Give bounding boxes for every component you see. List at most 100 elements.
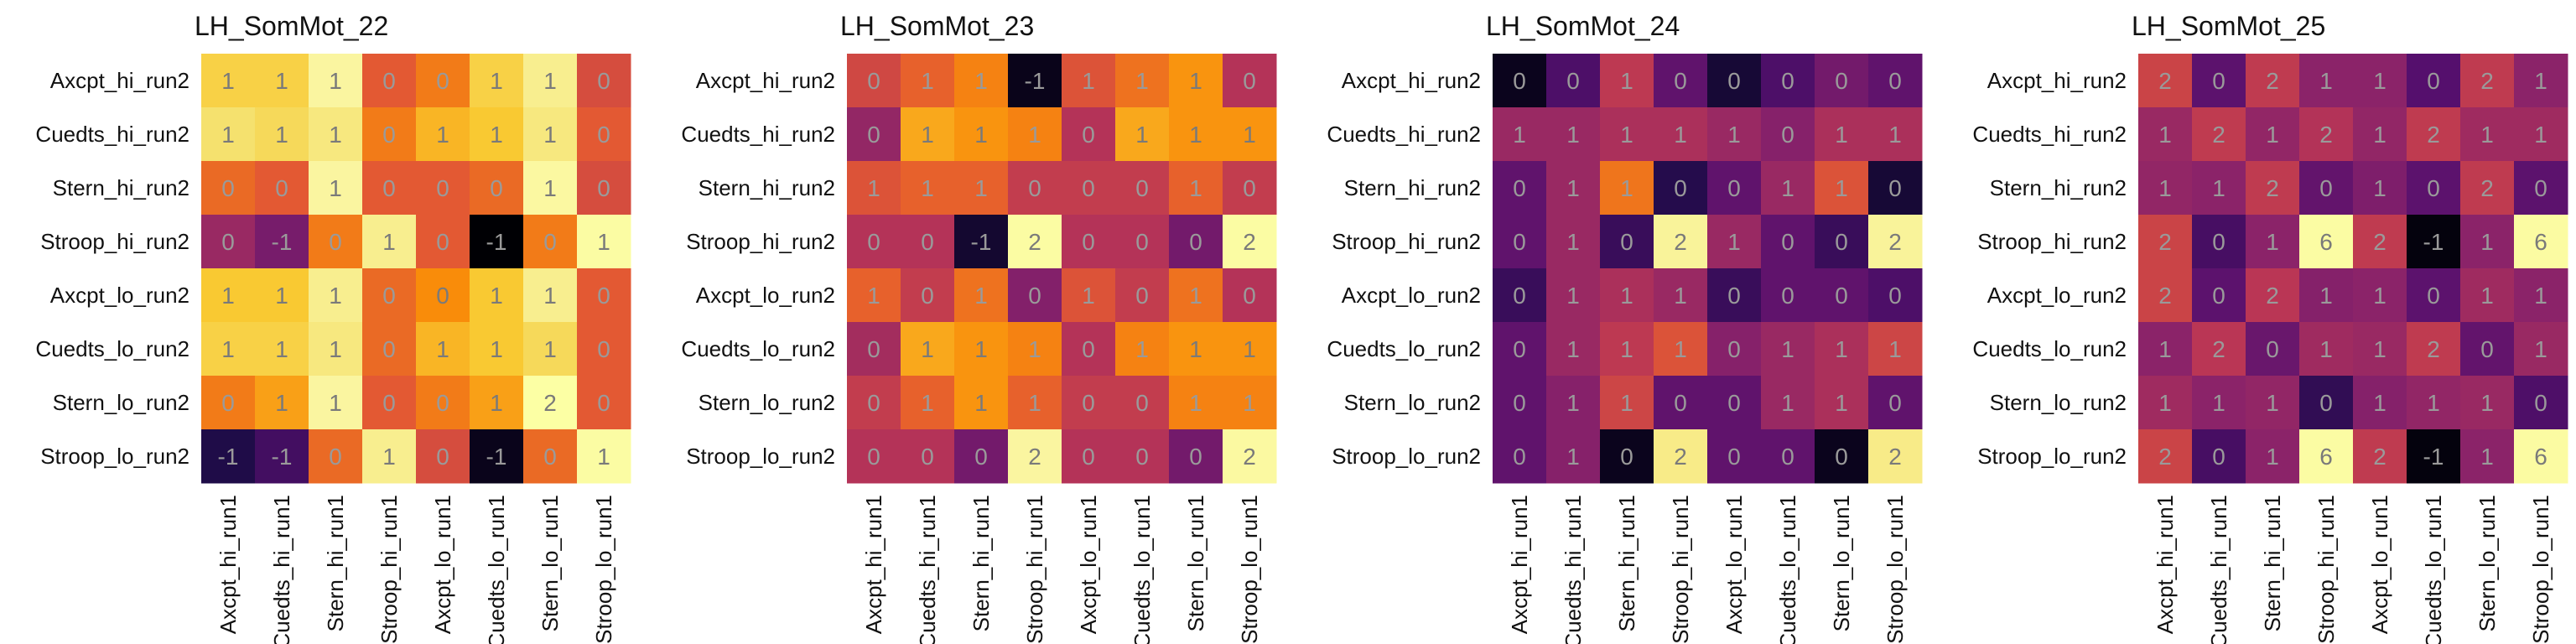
- heatmap-cell: [1868, 268, 1923, 323]
- heatmap-cell: [577, 215, 631, 269]
- heatmap-cell: [1868, 322, 1923, 377]
- heatmap-cell: [2138, 54, 2193, 108]
- cell-label: 0: [1727, 175, 1741, 201]
- cell-label: 1: [974, 336, 988, 362]
- heatmap-cell: [1654, 429, 1708, 484]
- heatmap-cell: [309, 161, 363, 216]
- cell-label: 1: [275, 283, 288, 309]
- panel-title: LH_SomMot_23: [840, 11, 1034, 41]
- col-label: Axcpt_hi_run1: [2153, 495, 2178, 634]
- heatmap-cell: [577, 322, 631, 377]
- cell-label: 1: [1189, 68, 1202, 94]
- cell-label: 0: [329, 444, 342, 470]
- cell-label: 0: [2534, 390, 2547, 416]
- cell-label: 0: [221, 175, 235, 201]
- cell-label: 1: [382, 444, 396, 470]
- cell-label: 1: [1620, 390, 1633, 416]
- heatmap-cell: [954, 215, 1009, 269]
- row-label: Axcpt_lo_run2: [1987, 283, 2127, 308]
- cell-label: 1: [1620, 336, 1633, 362]
- cell-label: 0: [1189, 229, 1202, 255]
- cell-label: 2: [1674, 229, 1687, 255]
- heatmap-cell: [470, 268, 524, 323]
- cell-label: 1: [2480, 390, 2494, 416]
- heatmap-cell: [1493, 376, 1547, 430]
- heatmap-cell: [1008, 268, 1062, 323]
- cell-label: 0: [1781, 283, 1794, 309]
- heatmap-cell: [309, 268, 363, 323]
- cell-label: 0: [1727, 390, 1741, 416]
- row-label: Stroop_lo_run2: [1332, 444, 1481, 469]
- row-label: Cuedts_hi_run2: [681, 122, 835, 147]
- heatmap-cell: [2138, 322, 2193, 377]
- cell-label: 6: [2319, 444, 2333, 470]
- row-label: Axcpt_hi_run2: [1987, 68, 2127, 93]
- col-label: Stern_hi_run1: [1614, 495, 1639, 631]
- cell-label: 1: [329, 175, 342, 201]
- heatmap-cell: [1493, 268, 1547, 323]
- cell-label: 0: [867, 68, 880, 94]
- cell-label: 0: [2212, 444, 2225, 470]
- cell-label: 0: [436, 229, 449, 255]
- cell-label: 1: [1189, 175, 1202, 201]
- heatmap-cell: [362, 322, 417, 377]
- cell-label: 1: [2534, 68, 2547, 94]
- heatmap-cell: [1761, 215, 1815, 269]
- heatmap-cell: [255, 107, 309, 162]
- row-label: Stern_hi_run2: [699, 175, 835, 200]
- cell-label: 1: [2158, 175, 2172, 201]
- cell-label: 0: [1135, 444, 1149, 470]
- cell-label: 1: [2266, 229, 2279, 255]
- heatmap-cell: [577, 429, 631, 484]
- cell-label: 1: [2373, 336, 2386, 362]
- cell-label: 1: [490, 390, 503, 416]
- heatmap-cell: [201, 54, 256, 108]
- cell-label: -1: [2423, 229, 2444, 255]
- heatmap-cell: [1761, 161, 1815, 216]
- cell-label: 0: [597, 68, 610, 94]
- col-label: Stern_lo_run1: [2475, 495, 2500, 631]
- row-label: Stern_lo_run2: [1990, 390, 2127, 415]
- heatmap-cell: [416, 376, 470, 430]
- cell-label: 1: [490, 122, 503, 148]
- heatmap-cell: [362, 107, 417, 162]
- heatmap-cell: [954, 429, 1009, 484]
- heatmap-cell: [1115, 376, 1170, 430]
- cell-label: 0: [2427, 68, 2440, 94]
- cell-label: 1: [1189, 336, 1202, 362]
- cell-label: 0: [597, 336, 610, 362]
- heatmap-cell: [577, 268, 631, 323]
- heatmap-cell: [1169, 215, 1223, 269]
- cell-label: 2: [1674, 444, 1687, 470]
- cell-label: 0: [1082, 122, 1095, 148]
- heatmap-cell: [2407, 54, 2461, 108]
- cell-label: 0: [1513, 336, 1526, 362]
- heatmap-cell: [1115, 268, 1170, 323]
- heatmap-cell: [954, 376, 1009, 430]
- cell-label: 0: [1082, 390, 1095, 416]
- heatmap-cell: [1115, 161, 1170, 216]
- heatmap-cell: [577, 376, 631, 430]
- cell-label: 0: [1781, 68, 1794, 94]
- cell-label: 1: [921, 336, 934, 362]
- heatmap-cell: [1761, 54, 1815, 108]
- heatmap-cell: [1654, 161, 1708, 216]
- cell-label: 1: [2480, 444, 2494, 470]
- col-label: Axcpt_lo_run1: [430, 495, 455, 634]
- cell-label: 0: [867, 444, 880, 470]
- heatmap-cell: [1600, 429, 1654, 484]
- cell-label: 1: [2158, 336, 2172, 362]
- cell-label: 1: [974, 283, 988, 309]
- heatmap-cell: [2353, 322, 2407, 377]
- heatmap-cell: [1546, 161, 1601, 216]
- cell-label: 0: [221, 390, 235, 416]
- heatmap-cell: [1493, 322, 1547, 377]
- heatmap-cell: [1815, 376, 1869, 430]
- heatmap-cell: [362, 429, 417, 484]
- heatmap-cell: [901, 54, 955, 108]
- heatmap-cell: [847, 376, 901, 430]
- heatmap-cell: [847, 322, 901, 377]
- heatmap-cell: [1493, 429, 1547, 484]
- heatmap-cell: [201, 161, 256, 216]
